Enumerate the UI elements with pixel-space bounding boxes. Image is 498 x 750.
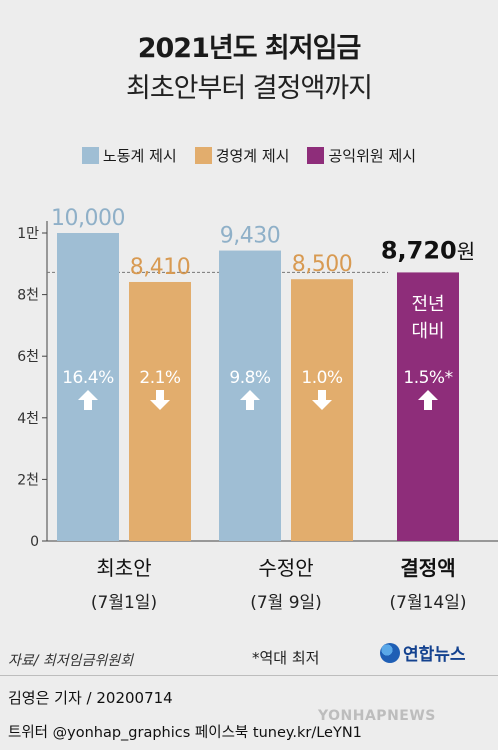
- legend-item-labor: 노동계 제시: [81, 145, 177, 166]
- bar-chart: 0 2천 4천 6천 8천 1만 10,000 16.4% 8,410 2.1% 최초안 (7월1일)…: [17, 206, 498, 613]
- watermark: YONHAPNEWS: [318, 708, 436, 724]
- logo-text: 연합뉴스: [403, 645, 466, 665]
- bar-change-label: 2.1%: [139, 368, 181, 388]
- y-tick-label: 6천: [17, 349, 39, 365]
- chart-subtitle: 최초안부터 결정액까지: [126, 73, 373, 104]
- bar-change-label: 9.8%: [229, 368, 271, 388]
- legend: 노동계 제시 경영계 제시 공익위원 제시: [0, 145, 498, 166]
- bar-change-label: 1.5%*: [403, 368, 452, 388]
- bar-value-unit: 원: [457, 239, 475, 263]
- bar-value-label: 8,500: [292, 252, 352, 277]
- arrow-up-icon: [78, 390, 98, 410]
- legend-item-management: 경영계 제시: [194, 145, 290, 166]
- legend-label-labor: 노동계 제시: [102, 147, 177, 165]
- yonhap-logo: 연합뉴스: [380, 640, 466, 665]
- bar: [129, 281, 191, 541]
- x-category-date: (7월 9일): [250, 593, 322, 613]
- y-tick-label: 2천: [17, 472, 39, 488]
- legend-item-public: 공익위원 제시: [307, 145, 416, 166]
- bar: [57, 233, 119, 541]
- bar-value-label: 10,000: [51, 206, 125, 231]
- y-tick-label: 4천: [17, 411, 39, 427]
- credit-line: 김영은 기자 / 20200714: [8, 689, 173, 707]
- footer-divider: [0, 675, 498, 676]
- y-tick-label: 8천: [17, 288, 39, 304]
- bar-change-label: 16.4%: [62, 368, 114, 388]
- arrow-down-icon: [150, 390, 170, 410]
- arrow-up-icon: [240, 390, 260, 410]
- x-category-label: 최초안: [96, 556, 151, 580]
- x-category-label: 결정액: [400, 556, 455, 580]
- legend-swatch-public: [307, 147, 325, 164]
- social-line: 트위터 @yonhap_graphics 페이스북 tuney.kr/LeYN1: [8, 725, 362, 741]
- source-text: 자료/ 최저임금위원회: [8, 653, 134, 669]
- legend-label-management: 경영계 제시: [215, 147, 290, 165]
- arrow-down-icon: [312, 390, 332, 410]
- chart-title: 2021년도 최저임금: [137, 33, 362, 64]
- bar-inner-label: 전년: [411, 294, 444, 315]
- bar-value-label: 9,430: [220, 224, 280, 249]
- x-category-date: (7월14일): [390, 593, 467, 613]
- y-tick-label: 1만: [17, 226, 39, 242]
- bar-value-label: 8,410: [130, 255, 190, 280]
- y-tick-label: 0: [30, 534, 39, 550]
- bar-change-label: 1.0%: [301, 368, 343, 388]
- arrow-up-icon: [418, 390, 438, 410]
- x-category-label: 수정안: [258, 556, 313, 580]
- legend-swatch-management: [194, 147, 212, 164]
- bar: [291, 279, 353, 541]
- bar-inner-label: 대비: [411, 321, 444, 342]
- yonhap-logo-icon: [380, 642, 400, 663]
- footnote: *역대 최저: [252, 649, 320, 667]
- x-category-date: (7월1일): [91, 593, 157, 613]
- legend-swatch-labor: [81, 147, 99, 164]
- bar-value-label: 8,720원: [381, 236, 475, 264]
- legend-label-public: 공익위원 제시: [328, 147, 417, 165]
